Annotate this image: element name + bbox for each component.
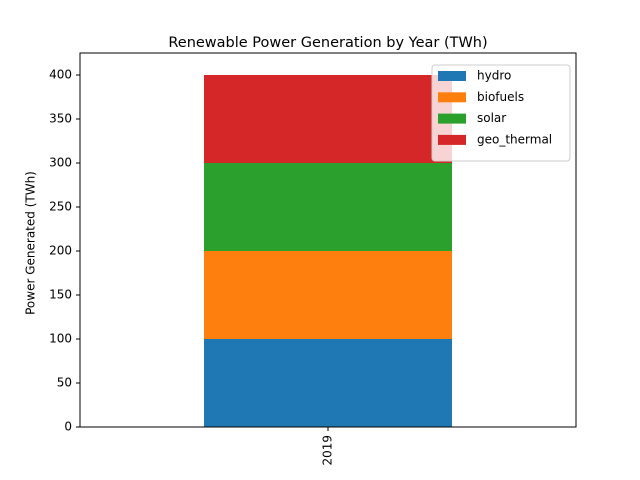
x-tick-label: 2019 xyxy=(321,435,335,466)
legend-label: biofuels xyxy=(477,90,524,104)
plot-frame xyxy=(79,52,577,428)
legend-label: hydro xyxy=(477,69,511,83)
legend-swatch xyxy=(438,71,466,81)
legend-swatch xyxy=(438,134,466,145)
legend-swatch xyxy=(438,113,466,124)
y-tick-label: 300 xyxy=(49,156,72,170)
y-tick-label: 100 xyxy=(49,332,72,346)
y-tick-label: 50 xyxy=(57,376,72,390)
chart-title: Renewable Power Generation by Year (TWh) xyxy=(168,35,487,51)
y-tick-label: 400 xyxy=(49,68,72,82)
y-tick-label: 250 xyxy=(49,200,72,214)
y-axis-label: Power Generated (TWh) xyxy=(24,171,38,315)
bar-segment xyxy=(204,75,452,163)
legend-swatch xyxy=(438,92,466,103)
bar-segment xyxy=(204,339,452,427)
y-tick-label: 200 xyxy=(49,244,72,258)
bar-segment xyxy=(204,251,452,339)
y-tick-label: 0 xyxy=(64,420,72,434)
bar-segment xyxy=(204,163,452,251)
legend-label: geo_thermal xyxy=(477,132,552,146)
legend-label: solar xyxy=(477,111,506,125)
y-tick-label: 350 xyxy=(49,112,72,126)
y-tick-label: 150 xyxy=(49,288,72,302)
legend-box xyxy=(431,64,571,162)
